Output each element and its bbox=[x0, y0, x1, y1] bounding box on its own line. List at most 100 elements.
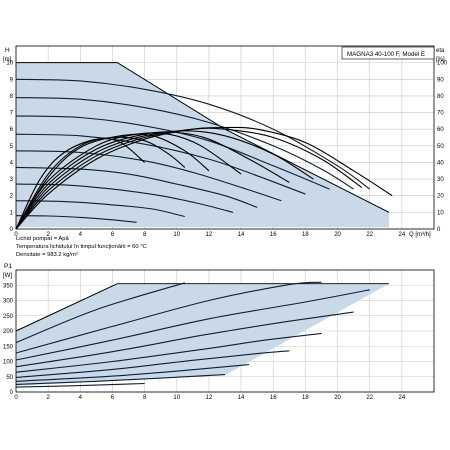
eta-ylabel: eta bbox=[436, 48, 445, 54]
power-x-tick-label: 22 bbox=[366, 395, 373, 401]
power-y-tick-label: 50 bbox=[6, 375, 13, 381]
power-x-tick-label: 0 bbox=[14, 395, 18, 401]
power-curve bbox=[15, 281, 322, 354]
fluid-info-temperature: Temperatura lichidului în timpul funcţio… bbox=[16, 244, 147, 250]
power-curves bbox=[15, 281, 370, 388]
head-x-tick-label: 12 bbox=[206, 232, 213, 238]
model-label-box bbox=[341, 46, 435, 60]
power-curve bbox=[15, 332, 322, 373]
head-x-tick-label: 0 bbox=[14, 232, 18, 238]
head-x-tick-label: 14 bbox=[238, 232, 245, 238]
power-curve bbox=[15, 289, 370, 361]
model-label: MAGNA3 40-100 F, Model E bbox=[347, 51, 425, 58]
head-chart-frame bbox=[15, 45, 435, 230]
efficiency-curve bbox=[15, 131, 290, 230]
eta-y-tick-label: 10 bbox=[437, 210, 444, 216]
head-y-tick-label: 4 bbox=[10, 160, 14, 166]
head-x-tick-label: 22 bbox=[366, 232, 373, 238]
head-x-tick-label: 2 bbox=[46, 232, 50, 238]
pump-curve bbox=[15, 97, 354, 190]
head-y-tick-label: 5 bbox=[10, 144, 14, 150]
power-curve bbox=[15, 382, 145, 388]
head-y-tick-label: 8 bbox=[10, 94, 14, 100]
power-x-tick-label: 2 bbox=[46, 395, 50, 401]
power-curve bbox=[15, 374, 226, 385]
power-x-tick-label: 10 bbox=[173, 395, 180, 401]
eta-y-tick-label: 70 bbox=[437, 111, 444, 117]
head-x-tick-label: 8 bbox=[143, 232, 147, 238]
head-y-tick-label: 1 bbox=[10, 210, 14, 216]
head-x-tick-label: 4 bbox=[79, 232, 83, 238]
power-x-tick-label: 4 bbox=[79, 395, 83, 401]
power-x-tick-label: 12 bbox=[206, 395, 213, 401]
pump-curve bbox=[15, 166, 258, 208]
power-y-tick-label: 350 bbox=[3, 283, 14, 289]
flow-xlabel: Q [m³/h] bbox=[409, 232, 431, 238]
pump-curve bbox=[16, 62, 390, 213]
eta-y-tick-label: 0 bbox=[437, 227, 441, 233]
head-y-tick-label: 7 bbox=[10, 111, 14, 117]
eta-y-tick-label: 60 bbox=[437, 127, 444, 133]
power-x-tick-label: 8 bbox=[143, 395, 147, 401]
head-x-tick-label: 24 bbox=[399, 232, 406, 238]
head-x-tick-label: 6 bbox=[111, 232, 115, 238]
eta-y-tick-label: 80 bbox=[437, 94, 444, 100]
power-y-tick-label: 0 bbox=[10, 390, 14, 396]
power-x-tick-label: 14 bbox=[238, 395, 245, 401]
head-x-tick-label: 20 bbox=[334, 232, 341, 238]
eta-y-tick-label: 50 bbox=[437, 144, 444, 150]
head-operating-area bbox=[16, 62, 389, 228]
power-curve bbox=[15, 282, 185, 344]
pump-curve bbox=[15, 133, 306, 195]
eta-ylabel-unit: [%] bbox=[436, 57, 445, 63]
power-y-tick-label: 100 bbox=[3, 360, 14, 366]
head-y-tick-label: 2 bbox=[10, 194, 14, 200]
fluid-info-density: Densitate = 983.2 kg/m³ bbox=[16, 252, 78, 258]
power-x-tick-label: 20 bbox=[334, 395, 341, 401]
efficiency-curve bbox=[15, 136, 186, 230]
power-curve bbox=[15, 283, 118, 332]
power-x-tick-label: 18 bbox=[302, 395, 309, 401]
eta-y-tick-label: 100 bbox=[437, 61, 448, 67]
power-y-tick-label: 300 bbox=[3, 299, 14, 305]
efficiency-curves bbox=[15, 126, 393, 230]
head-ylabel-unit: [m] bbox=[3, 57, 12, 63]
efficiency-curve bbox=[15, 127, 363, 230]
power-y-tick-label: 150 bbox=[3, 344, 14, 350]
pump-curve bbox=[15, 215, 137, 223]
eta-y-tick-label: 90 bbox=[437, 77, 444, 83]
power-y-tick-label: 200 bbox=[3, 329, 14, 335]
power-chart-axes: 0 2 4 6 8 10 12 14 16 18 20 22 240501001502002503003… bbox=[3, 283, 406, 401]
head-x-tick-label: 10 bbox=[173, 232, 180, 238]
power-x-tick-label: 6 bbox=[111, 395, 115, 401]
head-y-tick-label: 6 bbox=[10, 127, 14, 133]
head-x-tick-label: 18 bbox=[302, 232, 309, 238]
power-x-tick-label: 24 bbox=[399, 395, 406, 401]
head-x-tick-label: 16 bbox=[270, 232, 277, 238]
head-y-tick-label: 9 bbox=[10, 77, 14, 83]
power-ylabel: P1 bbox=[4, 263, 12, 270]
power-y-tick-label: 250 bbox=[3, 314, 14, 320]
efficiency-curve bbox=[15, 137, 145, 230]
eta-y-tick-label: 20 bbox=[437, 194, 444, 200]
efficiency-curve bbox=[15, 126, 393, 230]
power-curve bbox=[15, 311, 354, 368]
head-curves bbox=[15, 62, 390, 223]
efficiency-curve bbox=[15, 133, 210, 230]
power-x-tick-label: 16 bbox=[270, 395, 277, 401]
power-curve bbox=[15, 364, 250, 382]
head-y-tick-label: 3 bbox=[10, 177, 14, 183]
pump-curve bbox=[15, 200, 185, 218]
eta-y-tick-label: 40 bbox=[437, 160, 444, 166]
power-ylabel-unit: [W] bbox=[3, 273, 12, 279]
head-y-tick-label: 0 bbox=[10, 227, 14, 233]
head-y-tick-label: 10 bbox=[6, 61, 13, 67]
pump-curve bbox=[15, 78, 371, 190]
head-ylabel: H bbox=[5, 47, 10, 54]
eta-y-tick-label: 30 bbox=[437, 177, 444, 183]
power-curve bbox=[15, 350, 290, 378]
power-chart-frame bbox=[15, 269, 435, 393]
fluid-info-liquid: Lichid pompat = Apă bbox=[16, 236, 69, 242]
head-area-fill bbox=[16, 62, 389, 228]
